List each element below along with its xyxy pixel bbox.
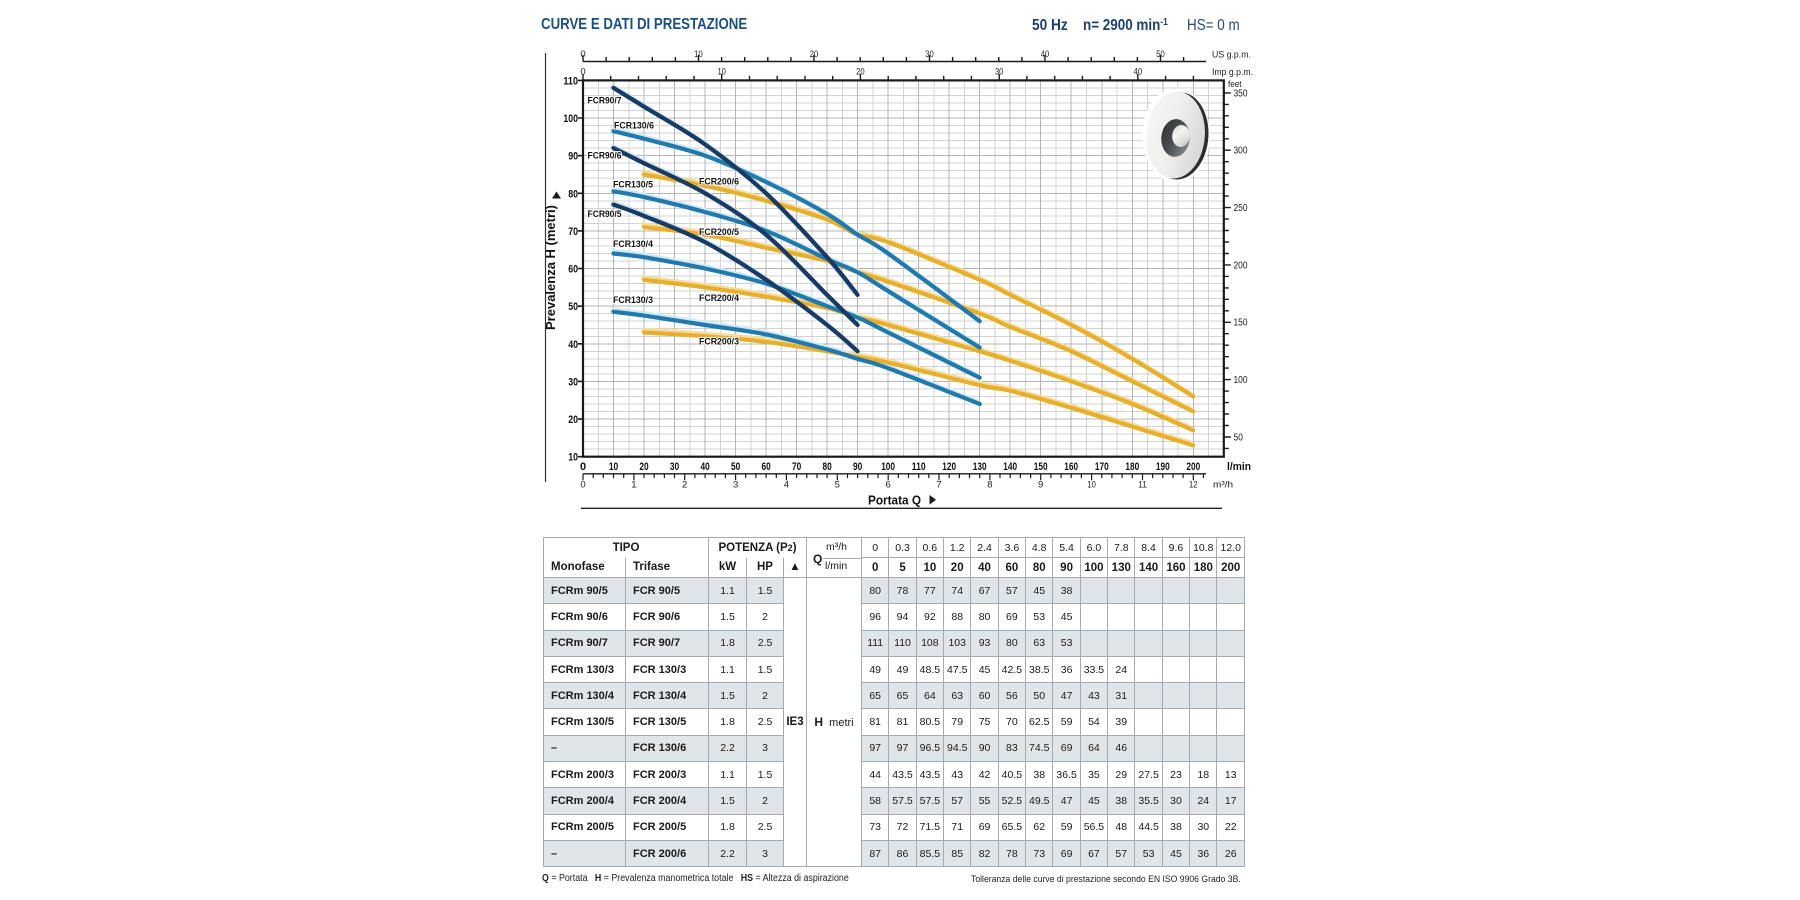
svg-text:FCR200/6: FCR200/6 (699, 176, 739, 187)
svg-text:0: 0 (580, 461, 586, 473)
svg-text:FCR200/3: FCR200/3 (699, 336, 739, 347)
svg-text:FCR90/7: FCR90/7 (588, 95, 622, 106)
svg-text:90: 90 (853, 461, 862, 473)
svg-text:30: 30 (925, 49, 934, 60)
svg-text:FCR130/5: FCR130/5 (613, 179, 654, 190)
svg-text:10: 10 (717, 67, 726, 78)
svg-text:150: 150 (1234, 318, 1248, 329)
svg-text:12: 12 (1189, 480, 1198, 491)
svg-text:1: 1 (631, 480, 636, 491)
svg-text:50: 50 (1234, 432, 1244, 443)
svg-text:90: 90 (568, 151, 578, 163)
svg-text:60: 60 (761, 461, 770, 473)
svg-text:30: 30 (995, 67, 1004, 78)
svg-text:9: 9 (1038, 480, 1043, 491)
svg-text:190: 190 (1156, 461, 1170, 473)
svg-text:170: 170 (1095, 461, 1109, 473)
svg-text:m³/h: m³/h (1213, 480, 1233, 491)
svg-text:50: 50 (568, 301, 578, 313)
svg-text:150: 150 (1034, 461, 1048, 473)
svg-text:250: 250 (1234, 203, 1248, 214)
svg-text:l/min: l/min (1227, 461, 1251, 473)
svg-text:50: 50 (1156, 49, 1165, 60)
svg-text:100: 100 (563, 113, 578, 125)
svg-text:80: 80 (822, 461, 831, 473)
svg-text:10: 10 (694, 49, 703, 60)
svg-text:60: 60 (568, 264, 578, 276)
svg-text:Prevalenza H (metri): Prevalenza H (metri) (544, 205, 558, 330)
svg-text:FCR130/3: FCR130/3 (613, 295, 653, 306)
svg-text:0: 0 (580, 480, 585, 491)
svg-text:40: 40 (700, 461, 709, 473)
svg-text:40: 40 (1041, 49, 1050, 60)
svg-text:US g.p.m.: US g.p.m. (1212, 50, 1251, 61)
svg-text:Portata Q: Portata Q (868, 494, 921, 508)
svg-text:0: 0 (580, 49, 585, 60)
svg-text:3: 3 (733, 480, 738, 491)
svg-text:8: 8 (987, 480, 992, 491)
svg-text:10: 10 (609, 461, 618, 473)
svg-text:FCR130/4: FCR130/4 (613, 239, 654, 250)
svg-text:40: 40 (568, 339, 578, 351)
svg-text:50: 50 (731, 461, 740, 473)
svg-text:11: 11 (1138, 480, 1147, 491)
svg-text:100: 100 (1234, 375, 1248, 386)
svg-text:70: 70 (568, 226, 578, 238)
svg-text:70: 70 (792, 461, 801, 473)
svg-text:2: 2 (682, 480, 687, 491)
svg-text:30: 30 (568, 376, 578, 388)
svg-text:300: 300 (1234, 146, 1248, 157)
svg-text:6: 6 (886, 480, 891, 491)
svg-text:Imp g.p.m.: Imp g.p.m. (1212, 67, 1253, 78)
svg-text:110: 110 (563, 75, 578, 87)
svg-text:20: 20 (568, 414, 578, 426)
svg-text:FCR130/6: FCR130/6 (614, 120, 654, 131)
svg-text:10: 10 (568, 452, 578, 464)
svg-text:160: 160 (1064, 461, 1078, 473)
svg-text:130: 130 (973, 461, 987, 473)
svg-text:30: 30 (670, 461, 679, 473)
svg-text:FCR90/5: FCR90/5 (588, 209, 623, 220)
svg-text:FCR90/6: FCR90/6 (588, 150, 622, 161)
svg-text:0: 0 (580, 67, 585, 78)
svg-text:180: 180 (1125, 461, 1139, 473)
svg-text:10: 10 (1087, 480, 1096, 491)
svg-text:120: 120 (942, 461, 956, 473)
svg-text:80: 80 (568, 188, 578, 200)
svg-text:100: 100 (881, 461, 895, 473)
svg-text:7: 7 (936, 480, 941, 491)
svg-text:350: 350 (1234, 88, 1248, 99)
svg-text:4: 4 (784, 480, 789, 491)
svg-text:140: 140 (1003, 461, 1017, 473)
svg-text:200: 200 (1186, 461, 1200, 473)
svg-text:feet: feet (1228, 79, 1242, 90)
svg-text:200: 200 (1234, 260, 1248, 271)
svg-text:20: 20 (856, 67, 865, 78)
svg-text:40: 40 (1134, 67, 1143, 78)
svg-text:5: 5 (835, 480, 840, 491)
svg-text:20: 20 (810, 49, 819, 60)
svg-text:FCR200/4: FCR200/4 (699, 293, 740, 304)
svg-text:20: 20 (639, 461, 648, 473)
svg-text:FCR200/5: FCR200/5 (699, 227, 740, 238)
svg-text:110: 110 (912, 461, 926, 473)
